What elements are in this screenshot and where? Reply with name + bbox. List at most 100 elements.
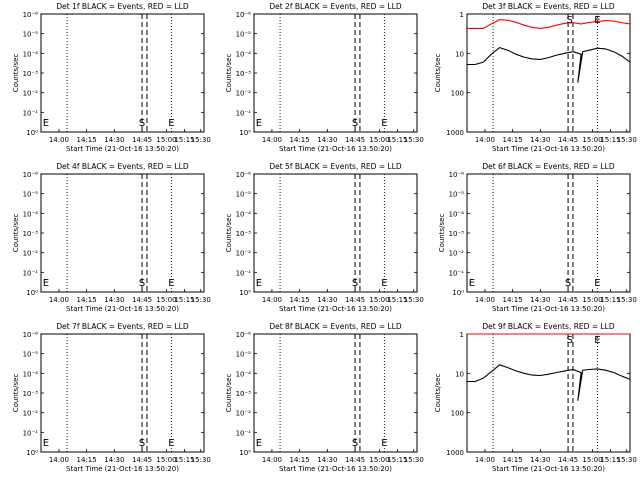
panel-2-xlabel: Start Time (21-Oct-16 13:50:20) bbox=[279, 145, 392, 153]
panel-6-xtick-label: 14:15 bbox=[503, 296, 523, 304]
panel-7-title: Det 7f BLACK = Events, RED = LLD bbox=[56, 322, 189, 331]
panel-4-ytick-label: 10⁻³ bbox=[23, 230, 39, 238]
panel-8-ytick-label: 10⁻⁶ bbox=[236, 331, 252, 339]
panel-7-ytick-label: 10⁻¹ bbox=[23, 429, 39, 437]
panel-1-marker-s: S bbox=[139, 118, 145, 129]
panel-1-xtick-label: 15:00 bbox=[156, 136, 176, 144]
panel-8-marker-e: E bbox=[256, 438, 262, 449]
panel-7-frame bbox=[40, 333, 205, 453]
panel-8-title: Det 8f BLACK = Events, RED = LLD bbox=[269, 322, 402, 331]
panel-1-ylabel: Counts/sec bbox=[12, 54, 20, 93]
panel-9-ytick-label: 100 bbox=[451, 410, 464, 418]
panel-8-ylabel: Counts/sec bbox=[225, 374, 233, 413]
panel-6-marker-s: S bbox=[565, 278, 571, 289]
panel-5-ytick-label: 10⁻⁶ bbox=[236, 171, 252, 179]
panel-1-marker-e: E bbox=[168, 118, 174, 129]
panel-3-xtick-label: 15:15 bbox=[600, 136, 620, 144]
panel-1-ytick-label: 10⁻¹ bbox=[23, 109, 39, 117]
panel-5-title: Det 5f BLACK = Events, RED = LLD bbox=[269, 162, 402, 171]
panel-7-xlabel: Start Time (21-Oct-16 13:50:20) bbox=[66, 465, 179, 473]
panel-3-ytick-label: 1 bbox=[460, 11, 464, 19]
panel-1-ytick-label: 10⁻² bbox=[23, 90, 39, 98]
panel-8-ytick-label: 10⁻⁴ bbox=[236, 370, 252, 378]
panel-6-xtick-label: 15:00 bbox=[582, 296, 602, 304]
panel-8-xtick-label: 14:45 bbox=[345, 456, 365, 464]
panel-2-ylabel: Counts/sec bbox=[225, 54, 233, 93]
panel-1-xtick-label: 15:30 bbox=[191, 136, 211, 144]
panel-5-ytick-label: 10⁻⁴ bbox=[236, 210, 252, 218]
panel-5-xlabel: Start Time (21-Oct-16 13:50:20) bbox=[279, 305, 392, 313]
panel-2-marker-e: E bbox=[256, 118, 262, 129]
panel-6-xtick-label: 15:15 bbox=[600, 296, 620, 304]
panel-6-frame bbox=[466, 173, 631, 293]
panel-1-ytick-label: 10⁻³ bbox=[23, 70, 39, 78]
panel-7-xtick-label: 14:30 bbox=[104, 456, 124, 464]
panel-3-xtick-label: 14:30 bbox=[530, 136, 550, 144]
panel-3-title: Det 3f BLACK = Events, RED = LLD bbox=[482, 2, 615, 11]
panel-3-marker-e: E bbox=[594, 15, 600, 26]
panel-4-xtick-label: 14:45 bbox=[132, 296, 152, 304]
panel-1-xtick-label: 15:15 bbox=[174, 136, 194, 144]
panel-1-xtick-label: 14:00 bbox=[49, 136, 69, 144]
panel-2-xtick-label: 14:00 bbox=[262, 136, 282, 144]
panel-8-ytick-label: 10⁻⁵ bbox=[236, 351, 252, 359]
panel-4-title: Det 4f BLACK = Events, RED = LLD bbox=[56, 162, 189, 171]
panel-5-frame bbox=[253, 173, 418, 293]
panel-9-ylabel: Counts/sec bbox=[434, 374, 442, 413]
panel-8-marker-e: E bbox=[381, 438, 387, 449]
panel-1-frame bbox=[40, 13, 205, 133]
panel-6-ytick-label: 10⁻⁴ bbox=[449, 210, 465, 218]
panel-7-marker-s: S bbox=[139, 438, 145, 449]
panel-6-xtick-label: 14:45 bbox=[558, 296, 578, 304]
panel-9-marker-e: E bbox=[594, 335, 600, 346]
panel-2-xtick-label: 14:45 bbox=[345, 136, 365, 144]
panel-4-ytick-label: 10⁻⁵ bbox=[23, 191, 39, 199]
panel-7-xtick-label: 15:30 bbox=[191, 456, 211, 464]
panel-7-ytick-label: 10⁻³ bbox=[23, 390, 39, 398]
panel-4-xtick-label: 14:30 bbox=[104, 296, 124, 304]
panel-5-marker-s: S bbox=[352, 278, 358, 289]
panel-9-frame bbox=[466, 333, 631, 453]
panel-4-xtick-label: 15:00 bbox=[156, 296, 176, 304]
panel-5-xtick-label: 14:15 bbox=[290, 296, 310, 304]
panel-5-marker-e: E bbox=[381, 278, 387, 289]
panel-2-title: Det 2f BLACK = Events, RED = LLD bbox=[269, 2, 402, 11]
panel-4-xtick-label: 15:30 bbox=[191, 296, 211, 304]
panel-6-xtick-label: 14:00 bbox=[475, 296, 495, 304]
panel-2-ytick-label: 10⁻⁶ bbox=[236, 11, 252, 19]
panel-7-xtick-label: 14:45 bbox=[132, 456, 152, 464]
panel-9-ytick-label: 1000 bbox=[446, 449, 464, 457]
panel-1-ytick-label: 10⁰ bbox=[26, 129, 38, 137]
panel-8-xtick-label: 15:30 bbox=[404, 456, 424, 464]
panel-3-xtick-label: 14:45 bbox=[558, 136, 578, 144]
panel-6-xtick-label: 14:30 bbox=[530, 296, 550, 304]
panel-2-xtick-label: 14:30 bbox=[317, 136, 337, 144]
panel-7-ylabel: Counts/sec bbox=[12, 374, 20, 413]
panel-6-ytick-label: 10⁻¹ bbox=[449, 269, 465, 277]
panel-5-ytick-label: 10⁻⁵ bbox=[236, 191, 252, 199]
panel-5-marker-e: E bbox=[256, 278, 262, 289]
panel-4-ytick-label: 10⁻² bbox=[23, 250, 39, 258]
panel-5-xtick-label: 15:00 bbox=[369, 296, 389, 304]
panel-5-ytick-label: 10⁻¹ bbox=[236, 269, 252, 277]
panel-4-marker-e: E bbox=[43, 278, 49, 289]
panel-3-xtick-label: 14:15 bbox=[503, 136, 523, 144]
panel-1-ytick-label: 10⁻⁶ bbox=[23, 11, 39, 19]
panel-6-xtick-label: 15:30 bbox=[617, 296, 637, 304]
panel-5-xtick-label: 14:45 bbox=[345, 296, 365, 304]
panel-5-ytick-label: 10⁻³ bbox=[236, 230, 252, 238]
panel-6-marker-e: E bbox=[469, 278, 475, 289]
panel-2-ytick-label: 10⁻⁴ bbox=[236, 50, 252, 58]
panel-6-marker-e: E bbox=[594, 278, 600, 289]
panel-2-ytick-label: 10⁻⁵ bbox=[236, 31, 252, 39]
panel-5-ytick-label: 10⁰ bbox=[239, 289, 251, 297]
panel-3-xtick-label: 14:00 bbox=[475, 136, 495, 144]
panel-4-ytick-label: 10⁻⁴ bbox=[23, 210, 39, 218]
panel-6-ytick-label: 10⁻⁵ bbox=[449, 191, 465, 199]
panel-3-events-line bbox=[467, 46, 631, 83]
panel-9-xtick-label: 14:45 bbox=[558, 456, 578, 464]
panel-9-ytick-label: 10 bbox=[455, 370, 464, 378]
panel-2-xtick-label: 15:30 bbox=[404, 136, 424, 144]
panel-9-events-line bbox=[467, 364, 631, 401]
